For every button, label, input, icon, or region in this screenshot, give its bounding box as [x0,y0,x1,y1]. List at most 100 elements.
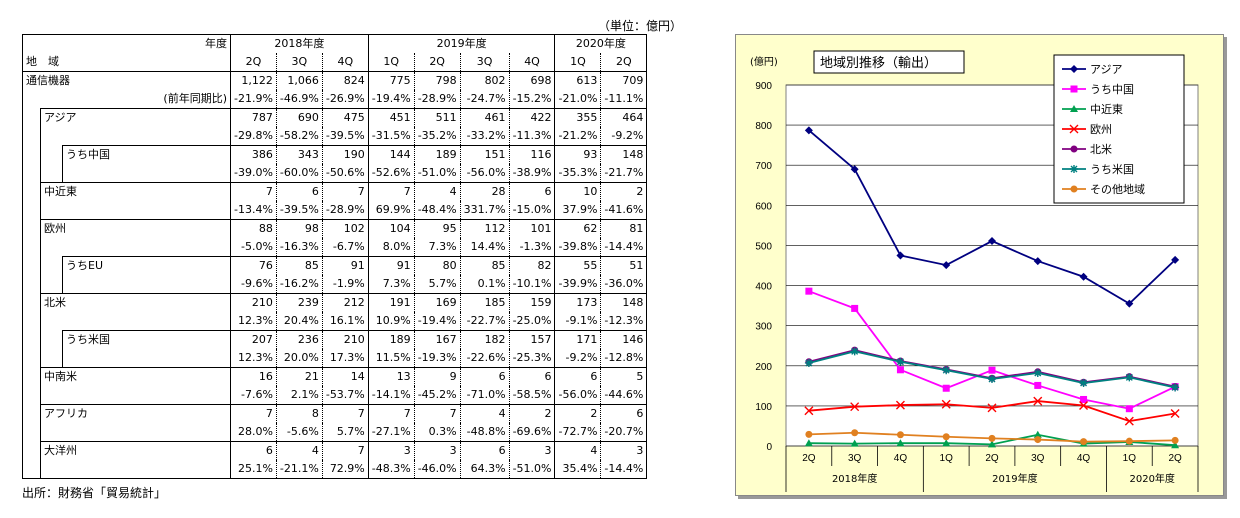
pct-cell: 12.3% [230,312,277,331]
region-label: 中近東 [40,182,231,201]
value-cell: 159 [508,293,555,312]
x-tick-label: 1Q [1123,453,1137,464]
pct-cell: 16.1% [321,312,369,331]
value-cell: 191 [367,293,415,312]
region-label [40,201,231,220]
quarter-header: 2Q [230,53,277,72]
value-cell: 787 [230,108,277,127]
value-cell: 85 [459,256,510,275]
pct-cell: -21.7% [600,164,648,183]
line-chart: 0 100 200 300 400 500 600 700 800 900 (億円) 2Q 3Q 4Q 1Q… [750,50,1199,492]
data-point [804,358,813,367]
value-cell: 85 [275,256,323,275]
pct-cell: -46.0% [413,460,461,479]
pct-cell: -45.2% [413,386,461,405]
value-cell: 185 [459,293,510,312]
data-point [988,434,996,442]
region-label: うちEU [62,256,231,275]
pct-cell: -15.0% [508,201,555,220]
data-point [805,287,813,295]
data-point [1125,299,1134,308]
value-cell: 116 [508,145,555,164]
data-point [987,403,997,413]
data-point [1124,416,1134,426]
pct-cell: 5.7% [413,275,461,294]
value-cell: 6 [459,367,510,386]
pct-cell: -36.0% [600,275,648,294]
value-cell: 169 [413,293,461,312]
value-cell: 6 [508,367,555,386]
indent-cell [22,293,41,312]
pct-cell: -35.2% [413,127,461,146]
value-cell: 8 [275,404,323,423]
value-cell: 3 [600,441,648,460]
data-point [1034,436,1042,444]
data-point [941,399,951,409]
pct-cell: -38.9% [508,164,555,183]
pct-cell: -1.9% [321,275,369,294]
pct-cell: 7.3% [413,238,461,257]
value-cell: 1,066 [275,71,323,90]
value-cell: 775 [367,71,415,90]
value-cell: 6 [508,182,555,201]
header-region: 地 域 [22,53,231,72]
value-cell: 13 [367,367,415,386]
y-tick-label: 800 [755,121,772,132]
data-point [988,440,996,448]
x-tick-label: 1Q [940,453,954,464]
x-tick-label: 2Q [1168,453,1182,464]
data-point [1171,441,1180,449]
pct-cell: -27.1% [367,423,415,442]
value-cell: 355 [554,108,601,127]
data-point [1033,396,1043,406]
value-cell: 7 [230,182,277,201]
data-point [942,439,951,447]
y-tick-label: 0 [766,442,772,453]
legend-label: 中近東 [1090,103,1123,116]
value-cell: 6 [230,441,277,460]
region-label [62,164,231,183]
legend-label: 欧州 [1090,123,1112,136]
value-cell: 4 [413,182,461,201]
data-point [895,400,905,410]
indent-cell [22,460,41,479]
data-point [1033,257,1042,266]
value-cell: 28 [459,182,510,201]
value-cell: 709 [600,71,648,90]
value-cell: 422 [508,108,555,127]
pct-cell: -60.0% [275,164,323,183]
value-cell: 7 [367,404,415,423]
pct-cell: -29.8% [230,127,277,146]
value-cell: 451 [367,108,415,127]
pct-cell: 17.3% [321,349,369,368]
value-cell: 91 [321,256,369,275]
region-label [40,238,231,257]
value-cell: 55 [554,256,601,275]
y-tick-label: 900 [755,81,772,92]
pct-cell: -28.9% [321,201,369,220]
pct-cell: -21.9% [230,90,277,109]
y-tick-label: 400 [755,282,772,293]
pct-cell: 10.9% [367,312,415,331]
line-chart-panel: 0 100 200 300 400 500 600 700 800 900 (億円) 2Q 3Q 4Q 1Q… [735,34,1224,496]
data-point [804,406,814,416]
pct-cell: -25.3% [508,349,555,368]
value-cell: 6 [554,367,601,386]
value-cell: 236 [275,330,323,349]
source-note: 出所：財務省「貿易統計」 [22,486,167,500]
legend-label: うち中国 [1090,83,1134,96]
value-cell: 461 [459,108,510,127]
quarter-header: 1Q [367,53,415,72]
indent-cell [22,182,41,201]
data-point [850,347,859,356]
value-cell: 386 [230,145,277,164]
region-label: アジア [40,108,231,127]
pct-cell: -48.3% [367,460,415,479]
value-cell: 212 [321,293,369,312]
legend-label: 北米 [1090,143,1112,156]
indent-cell [22,330,41,349]
value-cell: 7 [321,441,369,460]
pct-cell: 331.7% [459,201,510,220]
value-cell: 101 [508,219,555,238]
pct-cell: -39.0% [230,164,277,183]
